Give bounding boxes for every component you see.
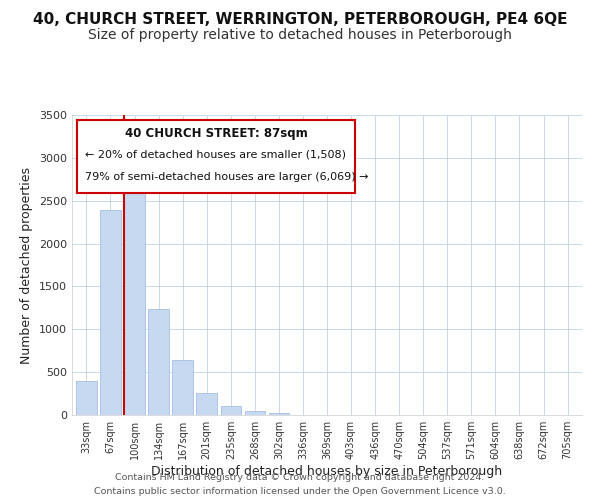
Bar	[124, 192, 145, 415]
Y-axis label: Number of detached properties: Number of detached properties	[20, 166, 34, 364]
Bar	[221, 406, 241, 415]
X-axis label: Distribution of detached houses by size in Peterborough: Distribution of detached houses by size …	[151, 465, 503, 478]
Bar	[269, 414, 289, 415]
Bar	[76, 380, 97, 415]
Text: ← 20% of detached houses are smaller (1,508): ← 20% of detached houses are smaller (1,…	[85, 150, 346, 160]
Text: Contains public sector information licensed under the Open Government Licence v3: Contains public sector information licen…	[94, 487, 506, 496]
Bar	[196, 392, 217, 415]
Bar	[172, 360, 193, 415]
Bar	[148, 308, 169, 415]
Bar	[100, 210, 121, 415]
Text: 40 CHURCH STREET: 87sqm: 40 CHURCH STREET: 87sqm	[125, 127, 307, 140]
Text: Size of property relative to detached houses in Peterborough: Size of property relative to detached ho…	[88, 28, 512, 42]
FancyBboxPatch shape	[77, 120, 355, 193]
Text: 79% of semi-detached houses are larger (6,069) →: 79% of semi-detached houses are larger (…	[85, 172, 368, 182]
Text: 40, CHURCH STREET, WERRINGTON, PETERBOROUGH, PE4 6QE: 40, CHURCH STREET, WERRINGTON, PETERBORO…	[33, 12, 567, 28]
Text: Contains HM Land Registry data © Crown copyright and database right 2024.: Contains HM Land Registry data © Crown c…	[115, 474, 485, 482]
Bar	[245, 410, 265, 415]
